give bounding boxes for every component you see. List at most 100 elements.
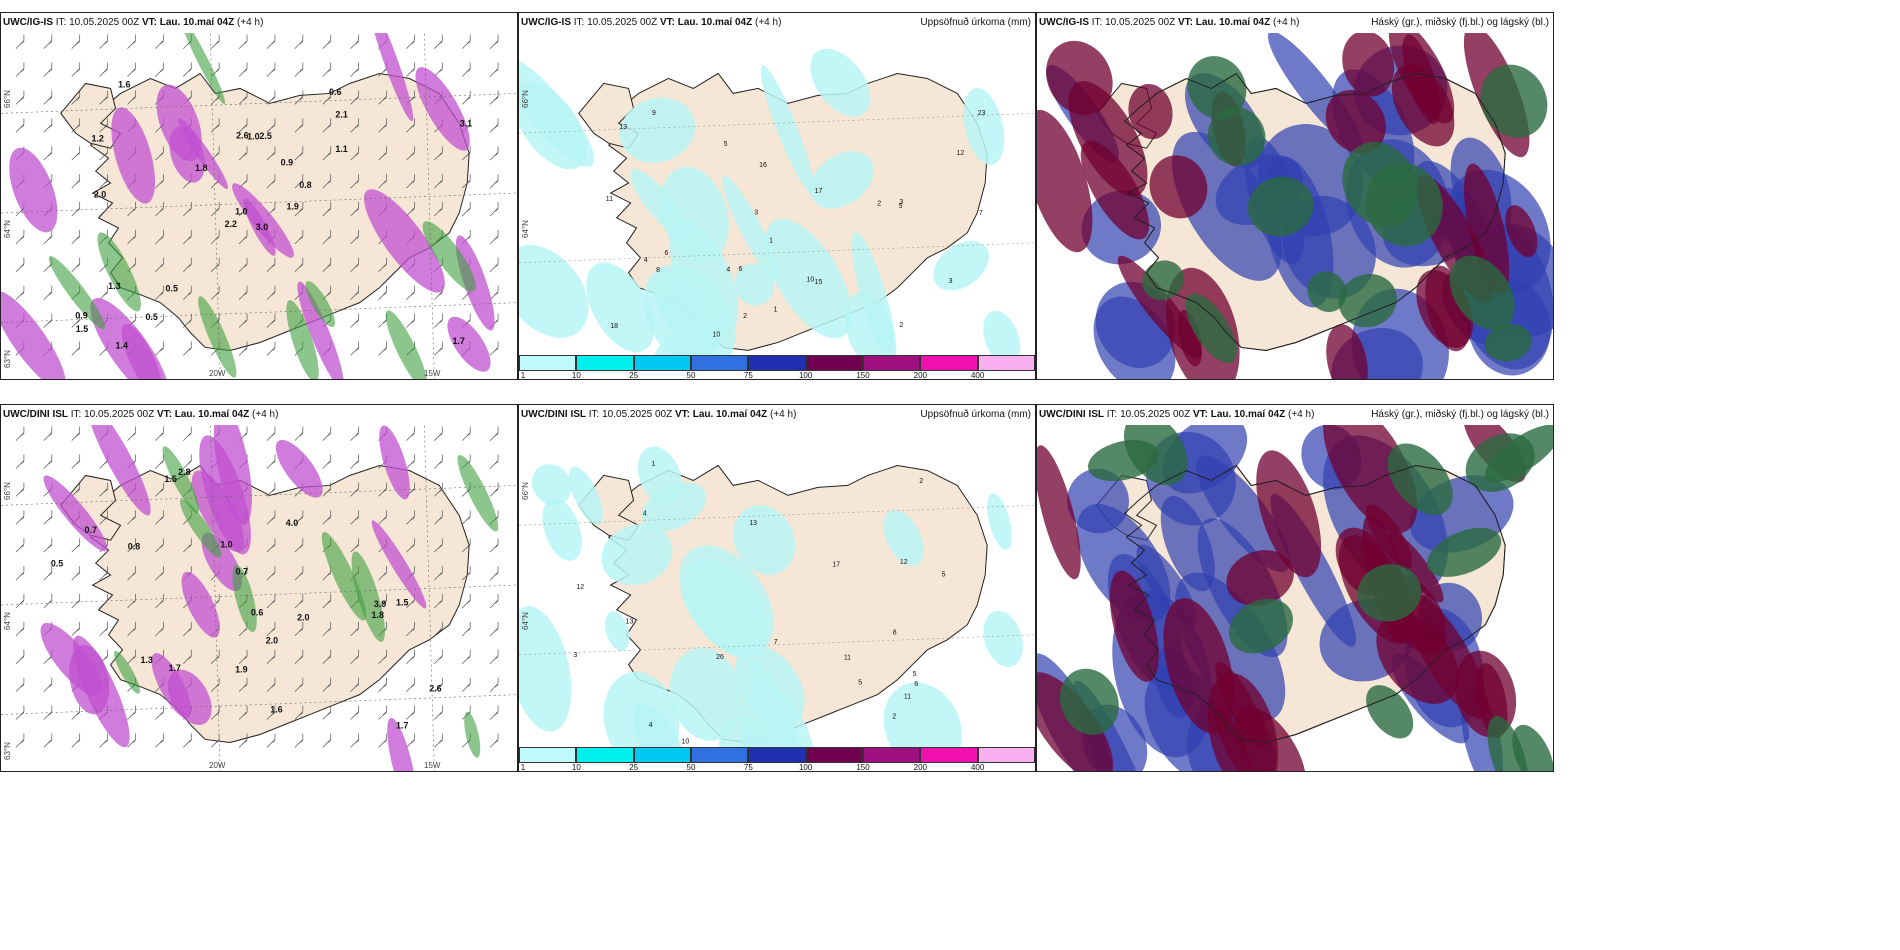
vt-value: VT: Lau. 10.maí 04Z (139, 17, 235, 28)
wind-barb (378, 257, 387, 272)
value-label: 3 (754, 209, 758, 216)
value-label: 3 (899, 199, 903, 206)
wind-barb (434, 677, 443, 692)
it-label: IT: (1104, 409, 1121, 420)
field-blob (151, 652, 192, 718)
graticule-line (1, 694, 517, 715)
lead-time: (+4 h) (767, 409, 797, 420)
wind-barb (461, 677, 471, 692)
wind-barb (322, 482, 332, 497)
longitude-label: 20W (209, 761, 226, 770)
wind-barb (15, 34, 25, 49)
wind-barb (461, 566, 471, 581)
value-label: 3 (573, 652, 577, 659)
field-blob (810, 48, 871, 117)
value-label: 13 (619, 124, 627, 131)
graticule-line (519, 242, 1035, 264)
graticule-line (1, 302, 517, 323)
model-name: UWC/IG-IS (1039, 17, 1089, 28)
value-label: 1.5 (396, 597, 408, 607)
panel-header: UWC/IG-IS IT: 10.05.2025 00Z VT: Lau. 10… (3, 17, 263, 28)
model-name: UWC/DINI ISL (1039, 409, 1104, 420)
field-blob (983, 610, 1023, 668)
wind-barb (266, 62, 276, 77)
field-blob (69, 645, 110, 715)
map-panel-precip: UWC/DINI ISL IT: 10.05.2025 00Z VT: Lau.… (518, 404, 1036, 772)
field-blob (1037, 109, 1093, 253)
wind-barb (71, 594, 81, 609)
field-blob (760, 65, 815, 194)
wind-barb (155, 313, 164, 328)
field-blob (519, 82, 587, 170)
field-blob (43, 475, 108, 552)
wind-barb (71, 621, 81, 637)
wind-barb (461, 146, 471, 161)
wind-barb (489, 733, 499, 748)
wind-barb (99, 174, 108, 189)
value-label: 3 (949, 278, 953, 285)
wind-barb (489, 202, 499, 217)
wind-barb (294, 146, 304, 161)
wind-barb (266, 285, 276, 300)
field-blob (1326, 324, 1368, 379)
field-blob (243, 198, 276, 256)
map-panel-cloud: UWC/DINI ISL IT: 10.05.2025 00Z VT: Lau.… (1036, 404, 1554, 772)
field-blob (1325, 90, 1386, 154)
panel-right-title: Uppsöfnuð úrkoma (mm) (920, 17, 1031, 28)
wind-barb (434, 426, 443, 441)
wind-barb (238, 174, 248, 189)
wind-barb (43, 677, 53, 692)
wind-barb (99, 482, 108, 497)
field-blob (605, 611, 630, 651)
latitude-label: 64°N (521, 612, 530, 630)
latitude-label: 64°N (3, 612, 12, 630)
wind-barb (322, 229, 332, 245)
wind-barb (15, 510, 25, 525)
wind-barb (434, 174, 443, 189)
wind-barb (350, 285, 359, 300)
value-label: 5 (899, 203, 903, 210)
field-blob (1228, 598, 1293, 654)
field-blob (1505, 205, 1538, 258)
wind-barb (378, 285, 387, 300)
field-blob (321, 532, 367, 621)
it-label: IT: (53, 17, 70, 28)
wind-barb (406, 454, 415, 469)
wind-barb (406, 34, 415, 49)
wind-barb (350, 202, 359, 217)
colorbar-label: 75 (743, 371, 753, 380)
wind-barb (266, 538, 276, 553)
graticule-line (1, 192, 517, 214)
field-blob (1307, 271, 1347, 313)
wind-barb (378, 482, 387, 497)
wind-barb (210, 229, 220, 245)
field-blob (1196, 455, 1291, 572)
panel-right-title: Uppsöfnuð úrkoma (mm) (920, 409, 1031, 420)
wind-barb (406, 705, 415, 720)
wind-barb (461, 510, 471, 525)
wind-barb (406, 285, 415, 300)
wind-barb (294, 62, 304, 77)
wind-barb (183, 285, 192, 300)
wind-barb (238, 257, 248, 272)
wind-barb (434, 510, 443, 525)
wind-barb (489, 482, 499, 497)
wind-barb (434, 454, 443, 469)
field-blob (48, 256, 106, 330)
wind-barb (210, 677, 220, 692)
model-name: UWC/IG-IS (521, 17, 571, 28)
wind-barb (155, 482, 164, 497)
latitude-label: 64°N (3, 220, 12, 238)
wind-barb (489, 566, 499, 581)
wind-barb (238, 285, 248, 300)
graticule-line (519, 113, 1035, 134)
colorbar-label: 200 (913, 371, 928, 380)
wind-barb (71, 174, 81, 189)
field-blob (1388, 531, 1444, 603)
colorbar-label: 1 (520, 371, 526, 380)
field-blob (1465, 433, 1535, 492)
wind-barb (127, 62, 136, 77)
wind-barb (15, 257, 25, 272)
wind-barb (322, 510, 332, 525)
map-canvas: 3.0 1.2 1.0 0.9 0.8 0.5 0.6 2.5 2.1 1.9 1.6 1.7 2.0 3… (1, 33, 517, 379)
